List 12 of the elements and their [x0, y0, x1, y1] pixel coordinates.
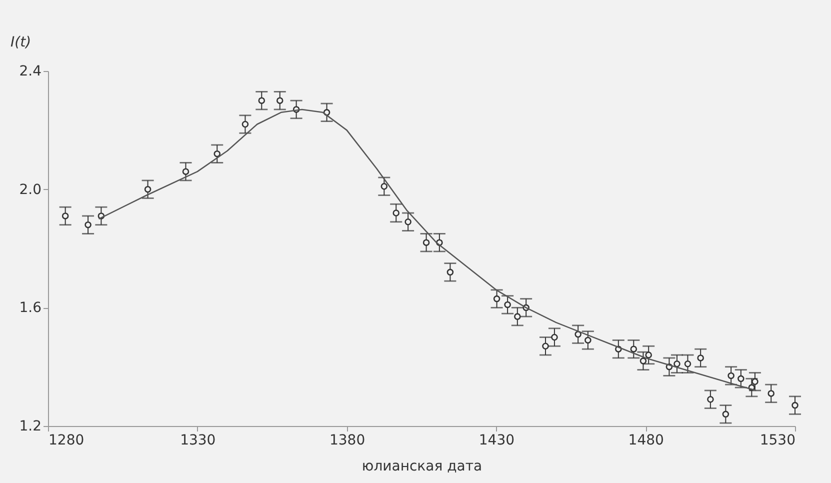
y-tick-label: 1.2: [19, 418, 42, 434]
x-tick-label: 1530: [760, 432, 796, 448]
y-tick-label: 1.6: [19, 300, 42, 316]
y-tick-label: 2.0: [19, 182, 42, 198]
y-tick-label: 2.4: [19, 64, 42, 80]
x-tick-label: 1380: [329, 432, 366, 448]
x-tick-label: 1280: [48, 432, 84, 448]
x-axis-title: юлианская дата: [362, 458, 482, 474]
y-axis-title: I(t): [10, 34, 32, 50]
x-tick-label: 1430: [478, 432, 515, 448]
x-tick-label: 1330: [180, 432, 216, 448]
x-tick-label: 1480: [628, 432, 664, 448]
